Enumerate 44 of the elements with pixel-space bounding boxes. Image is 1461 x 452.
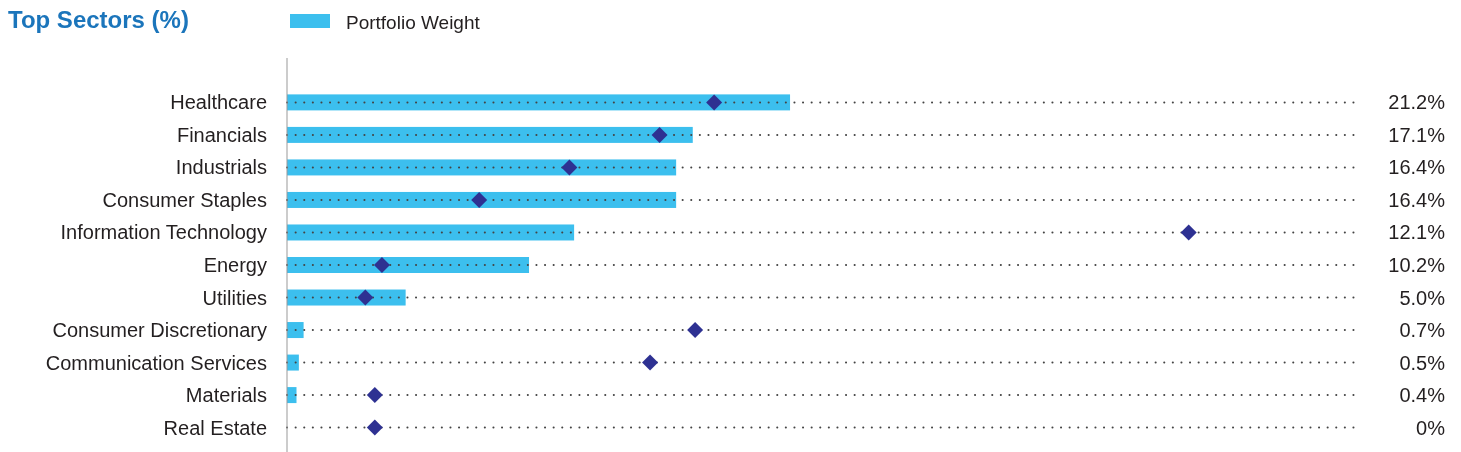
bar: [287, 354, 299, 371]
point: [642, 354, 659, 371]
y-tick-label: Healthcare: [170, 91, 267, 114]
bar: [287, 224, 575, 241]
point: [1180, 224, 1197, 241]
y-tick-label: Energy: [203, 254, 267, 276]
bar: [287, 289, 406, 306]
y-tick-label: Information Technology: [60, 221, 267, 244]
point: [366, 387, 383, 404]
data-label: 0%: [1416, 416, 1446, 439]
chart-title: Top Sectors (%): [8, 6, 189, 33]
data-label: 12.1%: [1388, 221, 1446, 244]
bar: [287, 322, 304, 339]
y-tick-label: Materials: [185, 384, 267, 407]
bar: [287, 257, 530, 273]
y-tick-label: Industrials: [175, 156, 267, 179]
bar: [287, 126, 693, 143]
point: [651, 126, 668, 143]
data-label: 5.0%: [1399, 286, 1446, 309]
data-label: 0.7%: [1399, 319, 1446, 342]
point: [357, 289, 374, 306]
y-tick-label: Consumer Staples: [102, 188, 267, 211]
legend-label: Portfolio Weight: [346, 12, 481, 33]
bar: [287, 94, 791, 111]
data-label: 17.1%: [1388, 123, 1446, 146]
data-label: 16.4%: [1388, 188, 1446, 211]
y-tick-label: Utilities: [202, 286, 267, 309]
bar: [287, 191, 677, 208]
point: [366, 419, 383, 436]
y-tick-label: Consumer Discretionary: [52, 319, 267, 342]
data-label: 21.2%: [1388, 91, 1446, 114]
data-label: 0.5%: [1399, 351, 1446, 374]
point: [687, 322, 704, 339]
y-tick-label: Communication Services: [45, 351, 267, 374]
point: [471, 191, 488, 208]
point: [561, 159, 578, 176]
point: [706, 94, 723, 111]
point: [373, 257, 390, 273]
data-label: 10.2%: [1388, 254, 1446, 276]
data-label: 0.4%: [1399, 384, 1446, 407]
y-tick-label: Real Estate: [163, 416, 267, 439]
bar: [287, 159, 677, 176]
data-label: 16.4%: [1388, 156, 1446, 179]
y-tick-label: Financials: [176, 123, 267, 146]
